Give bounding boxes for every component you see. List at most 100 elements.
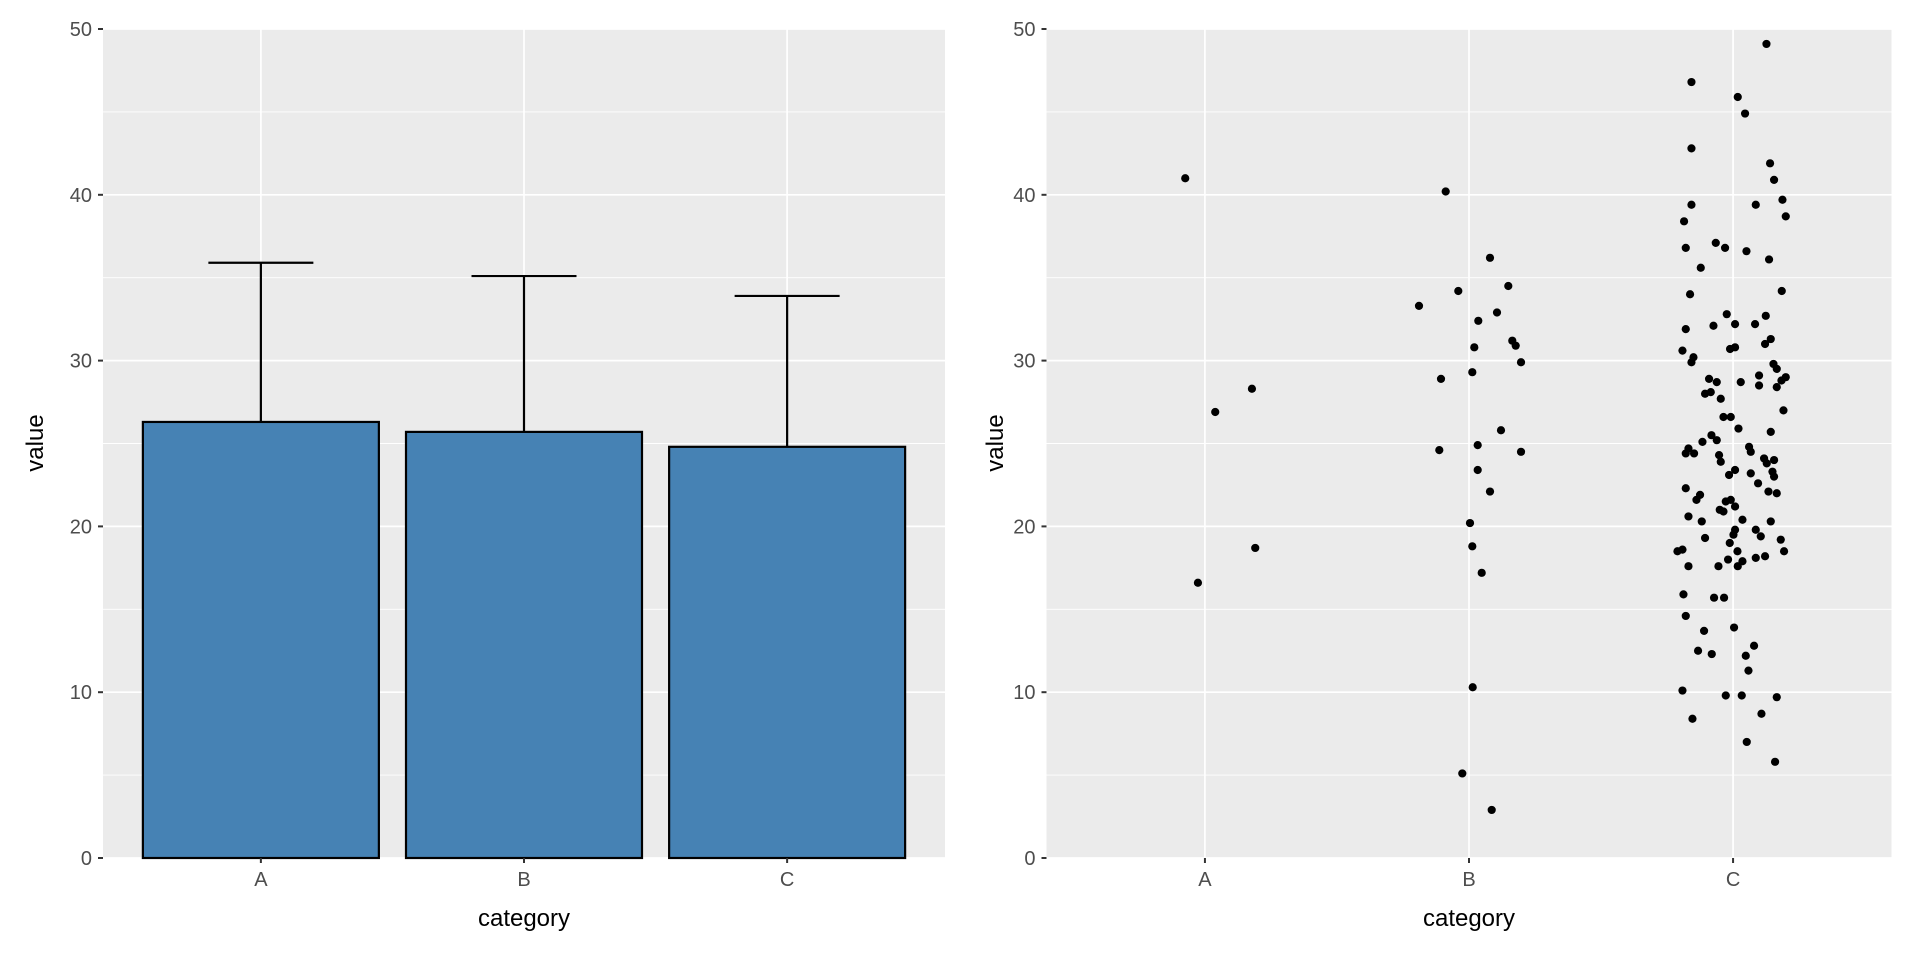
bar-B xyxy=(404,430,644,860)
y-tick-label: 0 xyxy=(81,848,92,870)
data-point xyxy=(1741,651,1750,660)
data-point xyxy=(1778,195,1787,204)
data-point xyxy=(1712,436,1721,445)
data-point xyxy=(1777,286,1786,296)
figure-jitter-chart: 0 10 20 30 40 50 A B C value category xyxy=(960,0,1920,960)
data-point xyxy=(1685,290,1695,299)
data-point xyxy=(1487,805,1496,815)
data-point xyxy=(1681,243,1690,252)
data-point xyxy=(1709,321,1718,330)
y-tick-label: 40 xyxy=(1013,185,1035,207)
y-tick-label: 10 xyxy=(1013,682,1035,704)
y-axis-title: value xyxy=(22,414,49,472)
data-point xyxy=(1719,507,1728,516)
bar-C xyxy=(668,445,907,860)
bar-chart-canvas: 0 10 20 30 40 50 A B C xyxy=(70,19,945,891)
data-point xyxy=(1687,200,1696,209)
data-point xyxy=(1781,373,1790,382)
data-point xyxy=(1734,424,1743,433)
data-point xyxy=(1733,547,1742,556)
data-point xyxy=(1733,562,1742,571)
y-tick-label: 20 xyxy=(70,516,92,538)
data-point xyxy=(1684,562,1693,571)
data-point xyxy=(1693,646,1703,655)
data-point xyxy=(1729,530,1738,539)
data-point xyxy=(1696,263,1705,272)
data-point xyxy=(1770,757,1780,766)
data-point xyxy=(1211,407,1220,417)
x-tick-label: B xyxy=(517,869,530,891)
x-tick-label: B xyxy=(1462,869,1475,891)
data-point xyxy=(1706,388,1715,397)
data-point xyxy=(1474,316,1483,325)
data-point xyxy=(1723,555,1733,564)
data-point xyxy=(1678,346,1687,355)
data-point xyxy=(1733,92,1742,102)
data-point xyxy=(1414,301,1424,310)
y-tick-label: 30 xyxy=(70,351,92,373)
data-point xyxy=(1751,525,1760,534)
y-axis-title: value xyxy=(982,414,1009,472)
data-point xyxy=(1714,451,1724,460)
data-point xyxy=(1765,159,1775,168)
data-point xyxy=(1764,255,1774,264)
data-point xyxy=(1769,472,1779,481)
data-point xyxy=(1496,426,1506,435)
data-point xyxy=(1468,542,1477,551)
data-point xyxy=(1762,39,1771,49)
data-point xyxy=(1779,547,1789,556)
data-point xyxy=(1687,77,1696,87)
data-point xyxy=(1681,611,1690,621)
data-point xyxy=(1724,470,1734,480)
data-point xyxy=(1704,374,1714,383)
data-point xyxy=(1762,459,1771,468)
data-point xyxy=(1766,427,1775,436)
x-tick-label: C xyxy=(1726,869,1740,891)
data-point xyxy=(1714,562,1723,571)
data-point xyxy=(1761,311,1770,320)
data-point xyxy=(1716,394,1725,403)
data-point xyxy=(1719,412,1728,422)
data-point xyxy=(1711,238,1720,247)
data-point xyxy=(1679,217,1689,226)
data-point xyxy=(1757,709,1766,718)
data-point xyxy=(1749,641,1759,650)
y-tick-label: 0 xyxy=(1024,848,1035,870)
y-tick-label: 50 xyxy=(1013,19,1035,41)
data-point xyxy=(1684,512,1693,521)
data-point xyxy=(1736,378,1745,387)
data-point xyxy=(1700,533,1710,543)
data-point xyxy=(1485,487,1495,496)
data-point xyxy=(1730,343,1740,352)
data-point xyxy=(1707,431,1716,440)
x-tick-label: A xyxy=(1198,869,1212,891)
jitter-points-A xyxy=(1181,174,1260,587)
data-point xyxy=(1746,447,1755,456)
data-point xyxy=(1769,455,1779,465)
data-point xyxy=(1751,200,1760,209)
data-point xyxy=(1511,341,1520,350)
data-point xyxy=(1673,547,1682,556)
data-point xyxy=(1454,286,1463,296)
data-point xyxy=(1737,691,1746,700)
data-point xyxy=(1473,465,1482,475)
data-point xyxy=(1720,243,1730,252)
data-point xyxy=(1781,212,1790,221)
data-point xyxy=(1750,320,1760,329)
data-point xyxy=(1251,543,1260,553)
data-point xyxy=(1516,447,1526,456)
data-point xyxy=(1193,578,1203,587)
data-point xyxy=(1692,495,1701,504)
data-point xyxy=(1709,593,1719,602)
data-point xyxy=(1678,686,1687,695)
data-point xyxy=(1458,769,1467,778)
jitter-points-B xyxy=(1414,187,1526,815)
data-point xyxy=(1441,187,1450,196)
data-point xyxy=(1744,666,1753,675)
data-point xyxy=(1687,358,1696,367)
figure-bar-chart: 0 10 20 30 40 50 A B C value category xyxy=(22,19,945,932)
data-point xyxy=(1712,378,1721,387)
data-point xyxy=(1436,374,1446,383)
data-point xyxy=(1698,437,1707,446)
y-tick-label: 50 xyxy=(70,19,92,41)
